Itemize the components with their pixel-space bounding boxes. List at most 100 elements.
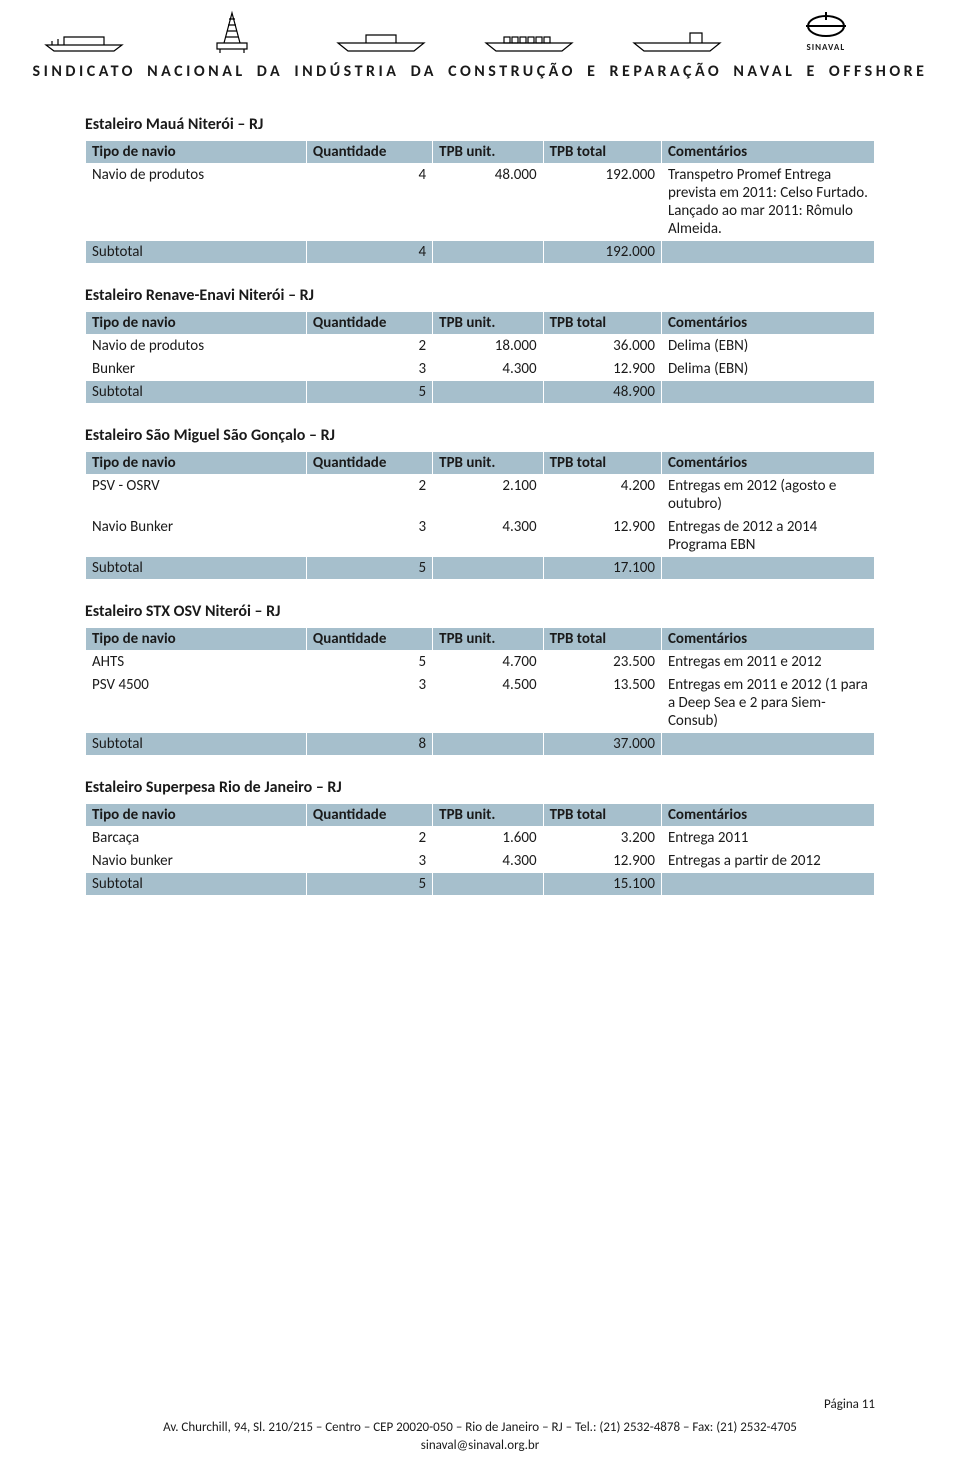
cell-unit: 4.300 [433,516,543,557]
column-header-total: TPB total [543,141,661,164]
subtotal-cell-comments [661,733,874,756]
cell-qty: 3 [306,850,432,873]
column-header-type: Tipo de navio [86,452,307,475]
section-title: Estaleiro Superpesa Rio de Janeiro – RJ [85,778,875,797]
header-icon-row: SINAVAL [0,0,960,58]
table-row: AHTS54.70023.500Entregas em 2011 e 2012 [86,651,875,674]
subtotal-cell-qty: 5 [306,873,432,896]
cell-comments: Entregas de 2012 a 2014 Programa EBN [661,516,874,557]
section-title: Estaleiro São Miguel São Gonçalo – RJ [85,426,875,445]
column-header-comments: Comentários [661,628,874,651]
subtotal-cell-comments [661,241,874,264]
column-header-type: Tipo de navio [86,804,307,827]
section-title: Estaleiro Mauá Niterói – RJ [85,115,875,134]
cell-total: 12.900 [543,358,661,381]
data-table: Tipo de navioQuantidadeTPB unit.TPB tota… [85,311,875,404]
subtotal-cell-qty: 5 [306,381,432,404]
column-header-comments: Comentários [661,312,874,335]
table-row: Navio Bunker34.30012.900Entregas de 2012… [86,516,875,557]
org-name: SINDICATO NACIONAL DA INDÚSTRIA DA CONST… [0,58,960,93]
section-title: Estaleiro STX OSV Niterói – RJ [85,602,875,621]
cell-total: 12.900 [543,516,661,557]
column-header-comments: Comentários [661,804,874,827]
column-header-qty: Quantidade [306,628,432,651]
column-header-total: TPB total [543,312,661,335]
column-header-qty: Quantidade [306,141,432,164]
subtotal-cell-label: Subtotal [86,381,307,404]
subtotal-cell-unit [433,381,543,404]
subtotal-cell-unit [433,241,543,264]
column-header-unit: TPB unit. [433,141,543,164]
table-row: PSV - OSRV22.1004.200Entregas em 2012 (a… [86,475,875,516]
data-table: Tipo de navioQuantidadeTPB unit.TPB tota… [85,627,875,756]
subtotal-row: Subtotal548.900 [86,381,875,404]
cell-unit: 18.000 [433,335,543,358]
cell-type: PSV - OSRV [86,475,307,516]
cell-qty: 3 [306,674,432,733]
cell-qty: 5 [306,651,432,674]
cell-total: 13.500 [543,674,661,733]
column-header-qty: Quantidade [306,312,432,335]
column-header-type: Tipo de navio [86,312,307,335]
cell-type: Navio de produtos [86,335,307,358]
cell-qty: 2 [306,475,432,516]
column-header-qty: Quantidade [306,452,432,475]
cell-type: Bunker [86,358,307,381]
cell-total: 36.000 [543,335,661,358]
subtotal-cell-unit [433,733,543,756]
cell-qty: 2 [306,827,432,850]
table-row: Navio bunker34.30012.900Entregas a parti… [86,850,875,873]
ship-icon-1 [10,29,158,53]
subtotal-row: Subtotal4192.000 [86,241,875,264]
cell-type: Barcaça [86,827,307,850]
column-header-comments: Comentários [661,141,874,164]
cell-type: AHTS [86,651,307,674]
data-table: Tipo de navioQuantidadeTPB unit.TPB tota… [85,451,875,580]
subtotal-cell-comments [661,873,874,896]
cell-unit: 4.300 [433,850,543,873]
cell-unit: 4.500 [433,674,543,733]
ship-icon-4 [603,31,751,53]
subtotal-cell-qty: 5 [306,557,432,580]
sinaval-logo: SINAVAL [752,12,900,53]
subtotal-cell-label: Subtotal [86,241,307,264]
cell-unit: 2.100 [433,475,543,516]
subtotal-cell-label: Subtotal [86,557,307,580]
sinaval-logo-label: SINAVAL [806,42,845,53]
content-area: Estaleiro Mauá Niterói – RJ Tipo de navio… [0,115,960,896]
table-row: Navio de produtos218.00036.000Delima (EB… [86,335,875,358]
subtotal-cell-total: 15.100 [543,873,661,896]
subtotal-cell-qty: 8 [306,733,432,756]
table-row: Bunker34.30012.900Delima (EBN) [86,358,875,381]
column-header-type: Tipo de navio [86,141,307,164]
cell-comments: Entregas em 2011 e 2012 (1 para a Deep S… [661,674,874,733]
cell-qty: 4 [306,164,432,241]
subtotal-cell-total: 37.000 [543,733,661,756]
cell-comments: Delima (EBN) [661,335,874,358]
cell-type: Navio bunker [86,850,307,873]
table-row: PSV 450034.50013.500Entregas em 2011 e 2… [86,674,875,733]
ship-icon-2 [307,31,455,53]
column-header-qty: Quantidade [306,804,432,827]
column-header-total: TPB total [543,804,661,827]
section-title: Estaleiro Renave-Enavi Niterói – RJ [85,286,875,305]
cell-unit: 4.700 [433,651,543,674]
cell-total: 4.200 [543,475,661,516]
cell-type: PSV 4500 [86,674,307,733]
subtotal-cell-total: 17.100 [543,557,661,580]
column-header-comments: Comentários [661,452,874,475]
table-row: Barcaça21.6003.200Entrega 2011 [86,827,875,850]
rig-icon [158,9,306,53]
column-header-unit: TPB unit. [433,628,543,651]
table-row: Navio de produtos448.000192.000Transpetr… [86,164,875,241]
cell-type: Navio de produtos [86,164,307,241]
cell-unit: 4.300 [433,358,543,381]
subtotal-row: Subtotal837.000 [86,733,875,756]
cell-comments: Entregas em 2012 (agosto e outubro) [661,475,874,516]
cell-qty: 3 [306,516,432,557]
footer-address: Av. Churchill, 94, Sl. 210/215 – Centro … [0,1419,960,1437]
footer-email: sinaval@sinaval.org.br [0,1437,960,1455]
column-header-unit: TPB unit. [433,312,543,335]
column-header-total: TPB total [543,452,661,475]
subtotal-cell-label: Subtotal [86,873,307,896]
